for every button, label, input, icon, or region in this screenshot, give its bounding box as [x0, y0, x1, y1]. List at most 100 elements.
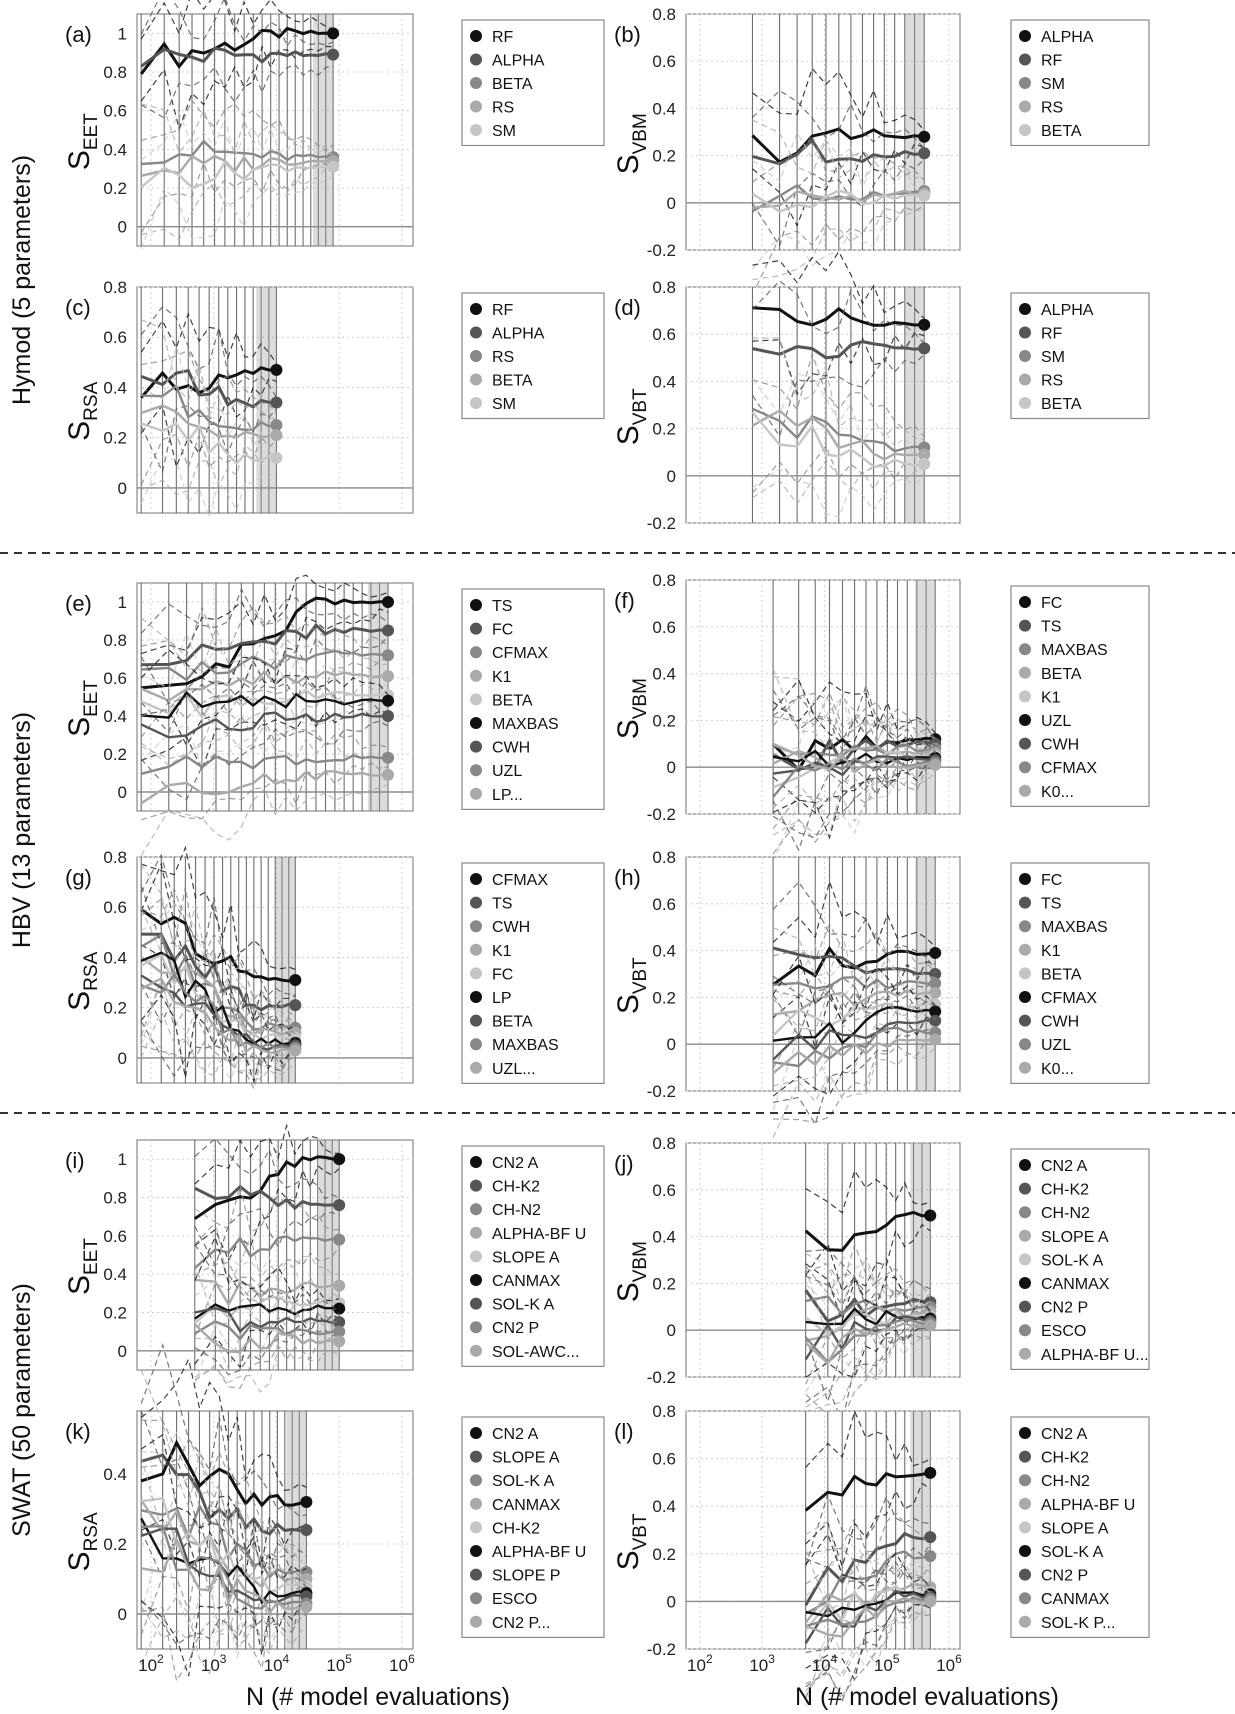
series-end-marker	[924, 1550, 937, 1563]
y-tick-label: 0.8	[103, 63, 127, 82]
y-tick-label: 0.8	[652, 1134, 676, 1153]
legend-marker	[1019, 666, 1031, 679]
x-tick-label: 105	[874, 1652, 900, 1675]
series-line	[752, 407, 925, 453]
upper-bound-line	[194, 1123, 340, 1185]
y-axis-label-main: S	[612, 719, 645, 739]
y-tick-label: 0.2	[103, 1535, 127, 1554]
series-line	[772, 946, 936, 976]
legend-marker	[1019, 1038, 1031, 1051]
legend-entry: SLOPE A	[1041, 1520, 1109, 1537]
legend-marker	[1019, 326, 1031, 339]
legend-marker	[470, 124, 482, 136]
legend-marker	[1019, 303, 1031, 315]
legend-marker	[1019, 1061, 1031, 1074]
y-tick-label: 0.6	[652, 325, 676, 344]
upper-bound-line	[752, 130, 925, 189]
series-end-marker	[918, 458, 931, 470]
series-line	[140, 1439, 307, 1508]
y-axis-label: SRSA	[63, 381, 102, 440]
legend-entry: ESCO	[492, 1591, 537, 1608]
series-line	[773, 975, 936, 990]
legend-entry: ALPHA-BF U	[492, 1544, 586, 1561]
series-line	[141, 1536, 307, 1615]
upper-bound-line	[140, 1369, 307, 1564]
series-line	[194, 1295, 340, 1325]
y-tick-label: -0.2	[647, 1640, 676, 1659]
series-line	[141, 649, 389, 682]
legend-marker	[1019, 1277, 1031, 1289]
legend-marker	[1019, 784, 1031, 797]
y-tick-label: 0.2	[103, 1304, 127, 1323]
legend-entry: ALPHA-BF U...	[1041, 1347, 1149, 1364]
x-tick-label: 106	[389, 1652, 415, 1675]
legend-marker	[1019, 1545, 1031, 1557]
plot-frame	[136, 1139, 414, 1371]
upper-bound-line	[140, 617, 389, 671]
y-tick-label: 0.2	[103, 179, 127, 198]
y-axis-label: SVBM	[612, 1241, 651, 1302]
legend-box	[461, 862, 605, 1084]
upper-bound-line	[194, 1243, 340, 1315]
lower-bound-line	[772, 1027, 936, 1126]
legend-marker	[470, 622, 482, 635]
legend-marker	[470, 100, 482, 113]
series-end-marker	[270, 429, 283, 442]
y-tick-label: 0.8	[652, 5, 676, 24]
legend-entry: SM	[492, 396, 516, 413]
series-end-marker	[382, 596, 395, 608]
legend-marker	[1019, 1014, 1031, 1027]
legend-marker	[470, 1497, 482, 1510]
y-tick-label: 0.8	[652, 848, 676, 867]
y-tick-label: 0.6	[103, 328, 127, 347]
legend-entry: SOL-K P...	[1041, 1615, 1115, 1632]
legend-marker	[1019, 991, 1031, 1003]
upper-bound-line	[140, 656, 389, 713]
upper-bound-line	[140, 903, 296, 1028]
y-tick-label: 0.6	[652, 895, 676, 914]
y-axis-label: SVBT	[612, 388, 651, 445]
y-tick-label: -0.2	[647, 1082, 676, 1101]
lower-bound-line	[140, 456, 277, 520]
lower-bound-line	[752, 142, 925, 228]
y-axis-label-sub: EET	[81, 1238, 102, 1275]
lower-bound-line	[805, 1608, 931, 1692]
upper-bound-line	[752, 337, 925, 441]
upper-bound-line	[140, 312, 277, 364]
series-end-marker	[382, 670, 395, 683]
series-line	[751, 411, 925, 468]
chart-panel: -0.2 0 0.2 0.4 0.6 0.8 (d) SVBT ALPHA RF SM RS BETA	[612, 250, 1150, 533]
legend-marker	[1019, 1450, 1031, 1463]
y-tick-label: 0.6	[103, 669, 127, 688]
legend-marker	[1019, 761, 1031, 774]
legend-entry: SM	[1041, 349, 1065, 366]
y-tick-label: 0.8	[652, 571, 676, 590]
legend-marker	[470, 896, 482, 909]
lower-bound-line	[140, 433, 277, 486]
legend-entry: TS	[1041, 619, 1061, 636]
y-tick-label: 0	[667, 194, 676, 213]
upper-bound-line	[772, 668, 936, 754]
x-tick-label: 106	[936, 1652, 962, 1675]
upper-bound-line	[805, 1275, 931, 1314]
legend-box	[1010, 19, 1150, 147]
legend-marker	[1019, 690, 1031, 703]
lower-bound-line	[140, 1008, 296, 1076]
series-line	[140, 669, 389, 702]
lower-bound-line	[772, 1047, 936, 1138]
legend-entry: K0...	[1041, 784, 1074, 801]
x-tick-base: 10	[936, 1656, 955, 1675]
series-line	[193, 1235, 340, 1270]
upper-bound-line	[194, 1185, 340, 1246]
legend-entry: TS	[1041, 896, 1061, 913]
y-tick-label: 0.4	[652, 1228, 676, 1247]
y-tick-label: 0.6	[652, 1450, 676, 1469]
series-line	[141, 690, 389, 719]
lower-bound-line	[140, 443, 277, 496]
legend-marker	[470, 1038, 482, 1051]
series-line	[805, 1304, 931, 1342]
legend-entry: SOL-K A	[492, 1473, 555, 1490]
y-tick-label: 0.4	[652, 1497, 676, 1516]
series-end-marker	[333, 1199, 346, 1212]
panel-letter: (i)	[65, 1148, 85, 1173]
